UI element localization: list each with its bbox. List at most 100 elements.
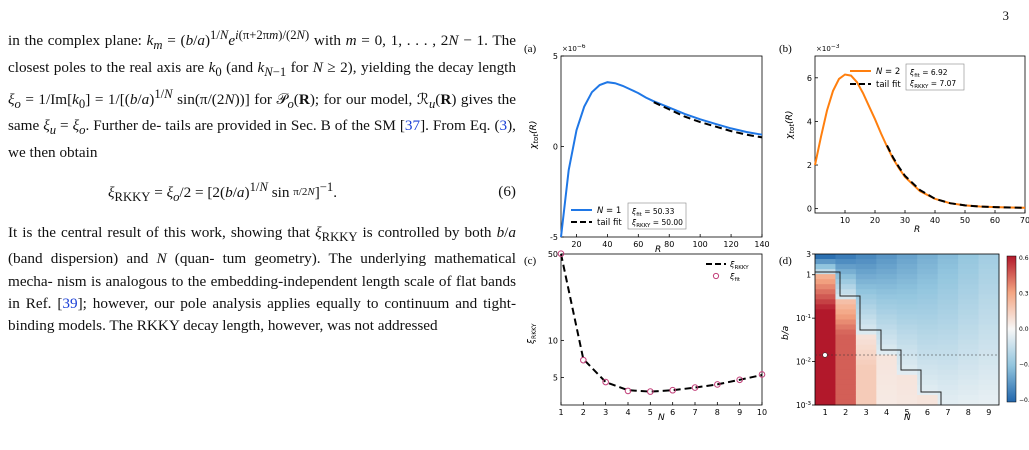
heatmap-cell	[835, 389, 857, 396]
heatmap-cell	[978, 309, 1000, 315]
heatmap-cell	[958, 279, 980, 285]
heatmap-cell	[958, 384, 980, 391]
heatmap-cell	[855, 329, 877, 336]
heatmap-cell	[978, 384, 1000, 391]
x-tick-label: 1	[558, 408, 563, 417]
heatmap-cell	[917, 384, 939, 391]
panel-b-label: (b)	[779, 44, 792, 55]
heatmap-cell	[876, 379, 898, 386]
heatmap-cell	[978, 274, 1000, 280]
heatmap-cell	[978, 269, 1000, 275]
heatmap-cell	[917, 394, 939, 401]
x-tick-label: 2	[843, 408, 848, 417]
citation-sm[interactable]: 37	[404, 117, 421, 135]
heatmap-cell	[855, 254, 877, 260]
heatmap-cell	[896, 334, 918, 341]
heatmap-cell	[896, 364, 918, 371]
panel-c-xi-fit-markers	[557, 250, 766, 395]
heatmap-cell	[978, 374, 1000, 381]
heatmap-cell	[855, 324, 877, 330]
heatmap-cell	[896, 304, 918, 310]
heatmap-cell	[896, 284, 918, 290]
heatmap-cell	[876, 369, 898, 376]
heatmap-cell	[917, 364, 939, 371]
heatmap-cell	[876, 344, 898, 351]
heatmap-cell	[958, 264, 980, 270]
panel-b-legend: N = 2 tail fit ξfit = 6.92 ξRKKY = 7.07	[850, 63, 965, 91]
panel-c: (c) 1 2 3 4 5 6 7 8 9 10 5 10 50 ξRKKY N ξRKKY ξfit	[524, 250, 767, 423]
legend-n1-label: N = 1	[597, 206, 621, 216]
x-tick-label: 100	[693, 240, 708, 249]
heatmap-cell	[855, 264, 877, 270]
citation-eq[interactable]: 3	[499, 117, 508, 135]
heatmap-cell	[917, 324, 939, 330]
heatmap-cell	[815, 309, 836, 315]
x-tick-label: 10	[757, 408, 767, 417]
heatmap-cell	[958, 269, 980, 275]
heatmap-cell	[815, 394, 836, 401]
heatmap-cell	[958, 374, 980, 381]
heatmap-cell	[917, 294, 939, 300]
heatmap-cell	[896, 269, 918, 275]
legend-xi-fit-swatch	[712, 272, 720, 280]
y-tick-label: -5	[550, 233, 558, 242]
heatmap-cell	[917, 349, 939, 356]
heatmap-cell	[958, 309, 980, 315]
heatmap-cell	[835, 294, 857, 300]
heatmap-cell	[917, 274, 939, 280]
heatmap-cell	[815, 359, 836, 366]
heatmap-cell	[978, 314, 1000, 320]
heatmap-cell	[917, 379, 939, 386]
heatmap-cell	[876, 329, 898, 336]
panel-d-frame	[814, 253, 1000, 406]
panel-d-label: (d)	[779, 255, 792, 267]
heatmap-cell	[855, 379, 877, 386]
x-tick-label: 7	[692, 408, 697, 417]
heatmap-cell	[937, 284, 959, 290]
x-tick-label: 9	[986, 408, 991, 417]
heatmap-cell	[876, 314, 898, 320]
heatmap-cell	[917, 279, 939, 285]
colorbar-tick-label: 0.3	[1019, 291, 1029, 298]
heatmap-cell	[917, 399, 939, 406]
heatmap-cell	[958, 299, 980, 305]
heatmap-cell	[896, 319, 918, 325]
panel-a-series-n1-line	[560, 81, 763, 238]
x-tick-label: 8	[966, 408, 971, 417]
heatmap-cell	[896, 339, 918, 346]
heatmap-cell	[896, 359, 918, 366]
xi-fit-marker	[714, 381, 721, 388]
panel-a-label: (a)	[524, 44, 537, 55]
equation-body: ξRKKY = ξo/2 = [2(b/a)1/N sin π/2N]−1.	[108, 180, 338, 205]
citation-ref[interactable]: 39	[62, 295, 78, 313]
heatmap-cell	[876, 264, 898, 270]
heatmap-cell	[917, 329, 939, 336]
heatmap-cell	[835, 344, 857, 351]
heatmap-cell	[835, 304, 857, 310]
panel-a-xlabel: R	[655, 245, 661, 255]
heatmap-cell	[815, 284, 836, 290]
heatmap-cell	[835, 399, 857, 406]
x-tick-label: 8	[715, 408, 720, 417]
heatmap-cell	[917, 264, 939, 270]
heatmap-cell	[917, 389, 939, 396]
panel-d-xlabel: N	[904, 413, 911, 423]
x-tick-label: 80	[664, 240, 674, 249]
xi-fit-marker	[602, 378, 609, 386]
heatmap-cell	[917, 339, 939, 346]
panel-d-boundary-line	[815, 271, 942, 405]
heatmap-cell	[978, 399, 1000, 406]
heatmap-cell	[917, 354, 939, 361]
heatmap-cell	[876, 394, 898, 401]
heatmap-cell	[917, 284, 939, 290]
heatmap-cell	[978, 319, 1000, 325]
heatmap-cell	[978, 294, 1000, 300]
xi-fit-marker	[580, 356, 587, 364]
heatmap-cell	[917, 304, 939, 310]
heatmap-cell	[815, 279, 836, 285]
heatmap-cell	[917, 289, 939, 295]
heatmap-cell	[958, 294, 980, 300]
heatmap-cell	[815, 264, 836, 270]
x-tick-label: 5	[904, 408, 909, 417]
heatmap-cell	[978, 339, 1000, 346]
